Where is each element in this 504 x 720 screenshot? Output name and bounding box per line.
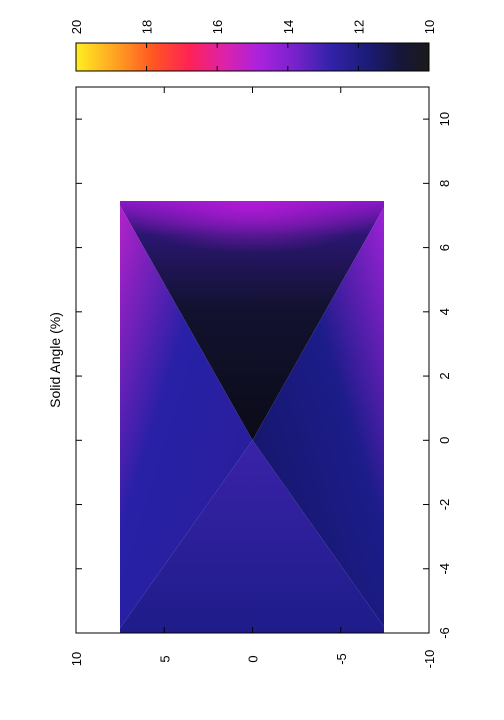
colorbar-tick-label: 20 (69, 20, 84, 34)
x-tick-label: -5 (334, 653, 349, 665)
x-tick-label: 10 (69, 652, 84, 666)
y-axis-title: Solid Angle (%) (47, 312, 63, 408)
y-tick-label: -6 (437, 627, 452, 639)
colorbar-tick-label: 18 (140, 20, 155, 34)
y-axis-ticks: -6 -4 -2 0 2 4 6 8 10 (76, 112, 452, 639)
y-tick-label: 4 (437, 308, 452, 315)
heatmap-wedge-bottom (120, 440, 384, 633)
colorbar-ticks: 10 12 14 16 18 20 (69, 20, 437, 71)
x-tick-label: 5 (157, 655, 172, 662)
y-tick-label: 10 (437, 112, 452, 126)
y-tick-label: 6 (437, 244, 452, 251)
heatmap (120, 201, 384, 633)
colorbar-tick-label: 14 (281, 20, 296, 34)
x-tick-label: -10 (422, 650, 437, 669)
heatmap-wedge-left (120, 205, 253, 629)
y-tick-label: -2 (437, 499, 452, 511)
colorbar-tick-label: 16 (210, 20, 225, 34)
x-tick-label: 0 (246, 655, 261, 662)
colorbar-tick-label: 12 (351, 20, 366, 34)
x-axis-ticks: 10 5 0 -5 -10 (69, 87, 437, 668)
y-tick-label: 2 (437, 372, 452, 379)
heatmap-wedge-right (252, 207, 384, 627)
y-tick-label: 0 (437, 437, 452, 444)
y-tick-label: 8 (437, 180, 452, 187)
colorbar (75, 42, 430, 72)
heatmap-top-glow (120, 201, 384, 308)
colorbar-tick-label: 10 (422, 20, 437, 34)
y-tick-label: -4 (437, 563, 452, 575)
